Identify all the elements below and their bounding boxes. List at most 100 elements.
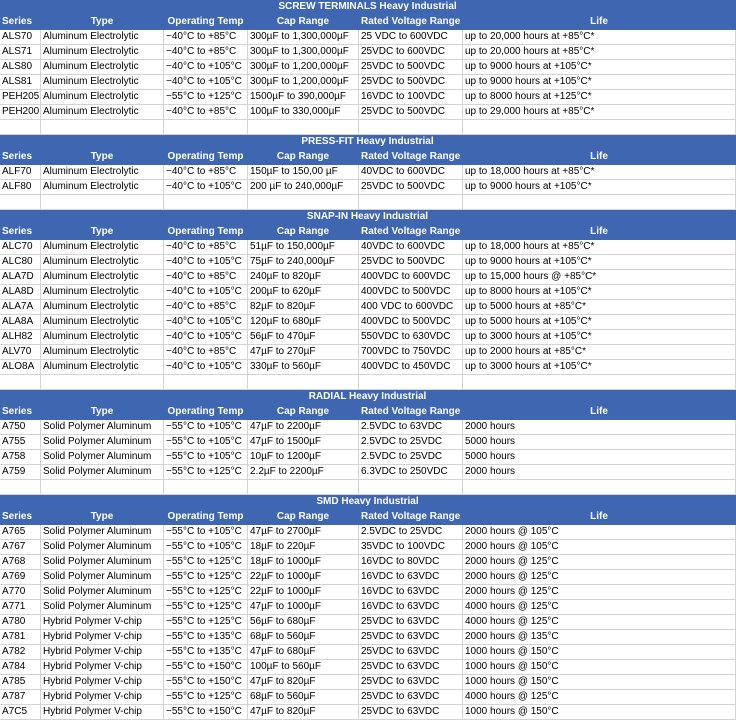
section-title: SMD Heavy Industrial — [0, 495, 736, 510]
table-cell: Hybrid Polymer V-chip — [41, 675, 164, 690]
table-cell: Aluminum Electrolytic — [41, 90, 164, 105]
table-cell: up to 15,000 hours @ +85°C* — [463, 270, 736, 285]
table-cell: Aluminum Electrolytic — [41, 45, 164, 60]
table-cell: ALO8A — [0, 360, 41, 375]
table-cell: Solid Polymer Aluminum — [41, 420, 164, 435]
section-title: SNAP-IN Heavy Industrial — [0, 210, 736, 225]
table-cell: 120µF to 680µF — [248, 315, 359, 330]
table-cell: up to 8000 hours at +105°C* — [463, 285, 736, 300]
table-cell: −40°C to +85°C — [164, 30, 248, 45]
table-cell: up to 20,000 hours at +85°C* — [463, 45, 736, 60]
table-cell: up to 9000 hours at +105°C* — [463, 180, 736, 195]
table-cell: 400VDC to 500VDC — [359, 315, 463, 330]
table-cell: Aluminum Electrolytic — [41, 105, 164, 120]
table-cell: 2000 hours @ 125°C — [463, 570, 736, 585]
table-cell: −55°C to +105°C — [164, 420, 248, 435]
table-cell: −40°C to +85°C — [164, 270, 248, 285]
column-header: Rated Voltage Range — [359, 510, 463, 525]
table-cell: A771 — [0, 600, 41, 615]
blank-cell — [359, 480, 463, 495]
table-cell: 47µF to 1000µF — [248, 600, 359, 615]
table-cell: −55°C to +150°C — [164, 705, 248, 720]
table-cell: 47µF to 1500µF — [248, 435, 359, 450]
blank-cell — [463, 375, 736, 390]
table-cell: 400VDC to 500VDC — [359, 285, 463, 300]
table-cell: Aluminum Electrolytic — [41, 330, 164, 345]
table-cell: 400 VDC to 600VDC — [359, 300, 463, 315]
table-cell: Solid Polymer Aluminum — [41, 570, 164, 585]
table-cell: 2000 hours @ 105°C — [463, 540, 736, 555]
column-header: Life — [463, 405, 736, 420]
blank-cell — [248, 375, 359, 390]
table-cell: −55°C to +125°C — [164, 585, 248, 600]
blank-cell — [0, 120, 41, 135]
table-cell: Aluminum Electrolytic — [41, 360, 164, 375]
blank-cell — [248, 195, 359, 210]
table-cell: ALS70 — [0, 30, 41, 45]
table-cell: 75µF to 240,000µF — [248, 255, 359, 270]
table-cell: −40°C to +85°C — [164, 240, 248, 255]
table-cell: 2.5VDC to 25VDC — [359, 525, 463, 540]
table-cell: A770 — [0, 585, 41, 600]
table-cell: ALA7D — [0, 270, 41, 285]
table-cell: 2000 hours @ 125°C — [463, 585, 736, 600]
table-cell: A759 — [0, 465, 41, 480]
table-cell: ALF70 — [0, 165, 41, 180]
table-cell: 300µF to 1,200,000µF — [248, 60, 359, 75]
table-cell: up to 18,000 hours at +85°C* — [463, 165, 736, 180]
table-cell: Hybrid Polymer V-chip — [41, 615, 164, 630]
column-header: Rated Voltage Range — [359, 15, 463, 30]
table-cell: 2.5VDC to 63VDC — [359, 420, 463, 435]
table-cell: −55°C to +125°C — [164, 465, 248, 480]
blank-cell — [41, 480, 164, 495]
column-header: Operating Temp — [164, 15, 248, 30]
table-cell: 2.5VDC to 25VDC — [359, 435, 463, 450]
table-cell: 47µF to 2200µF — [248, 420, 359, 435]
table-cell: −55°C to +135°C — [164, 630, 248, 645]
blank-cell — [248, 120, 359, 135]
blank-cell — [41, 120, 164, 135]
blank-cell — [0, 375, 41, 390]
table-cell: −55°C to +125°C — [164, 690, 248, 705]
table-cell: Hybrid Polymer V-chip — [41, 630, 164, 645]
table-cell: A765 — [0, 525, 41, 540]
table-cell: 2.5VDC to 25VDC — [359, 450, 463, 465]
table-cell: up to 5000 hours at +85°C* — [463, 300, 736, 315]
table-cell: Aluminum Electrolytic — [41, 165, 164, 180]
table-cell: A785 — [0, 675, 41, 690]
table-cell: 16VDC to 63VDC — [359, 585, 463, 600]
table-cell: −40°C to +85°C — [164, 300, 248, 315]
table-cell: ALA8D — [0, 285, 41, 300]
blank-cell — [164, 375, 248, 390]
blank-cell — [164, 195, 248, 210]
table-cell: 400VDC to 450VDC — [359, 360, 463, 375]
table-cell: 10µF to 1200µF — [248, 450, 359, 465]
column-header: Life — [463, 510, 736, 525]
table-cell: up to 9000 hours at +105°C* — [463, 255, 736, 270]
table-cell: 300µF to 1,300,000µF — [248, 45, 359, 60]
table-cell: A769 — [0, 570, 41, 585]
table-cell: 2000 hours @ 105°C — [463, 525, 736, 540]
table-cell: 1000 hours @ 150°C — [463, 705, 736, 720]
blank-cell — [463, 120, 736, 135]
table-cell: 2000 hours @ 135°C — [463, 630, 736, 645]
column-header: Type — [41, 15, 164, 30]
table-cell: ALS71 — [0, 45, 41, 60]
table-cell: ALS81 — [0, 75, 41, 90]
column-header: Rated Voltage Range — [359, 225, 463, 240]
table-cell: 68µF to 560µF — [248, 630, 359, 645]
table-cell: 25VDC to 500VDC — [359, 75, 463, 90]
section-title: RADIAL Heavy Industrial — [0, 390, 736, 405]
table-cell: 240µF to 820µF — [248, 270, 359, 285]
column-header: Rated Voltage Range — [359, 405, 463, 420]
table-cell: 25VDC to 63VDC — [359, 660, 463, 675]
column-header: Operating Temp — [164, 510, 248, 525]
column-header: Operating Temp — [164, 225, 248, 240]
table-cell: ALA7A — [0, 300, 41, 315]
section-title: SCREW TERMINALS Heavy Industrial — [0, 0, 736, 15]
column-header: Series — [0, 150, 41, 165]
table-cell: 22µF to 1000µF — [248, 570, 359, 585]
table-cell: 47µF to 820µF — [248, 675, 359, 690]
table-cell: Aluminum Electrolytic — [41, 60, 164, 75]
table-cell: 200µF to 620µF — [248, 285, 359, 300]
